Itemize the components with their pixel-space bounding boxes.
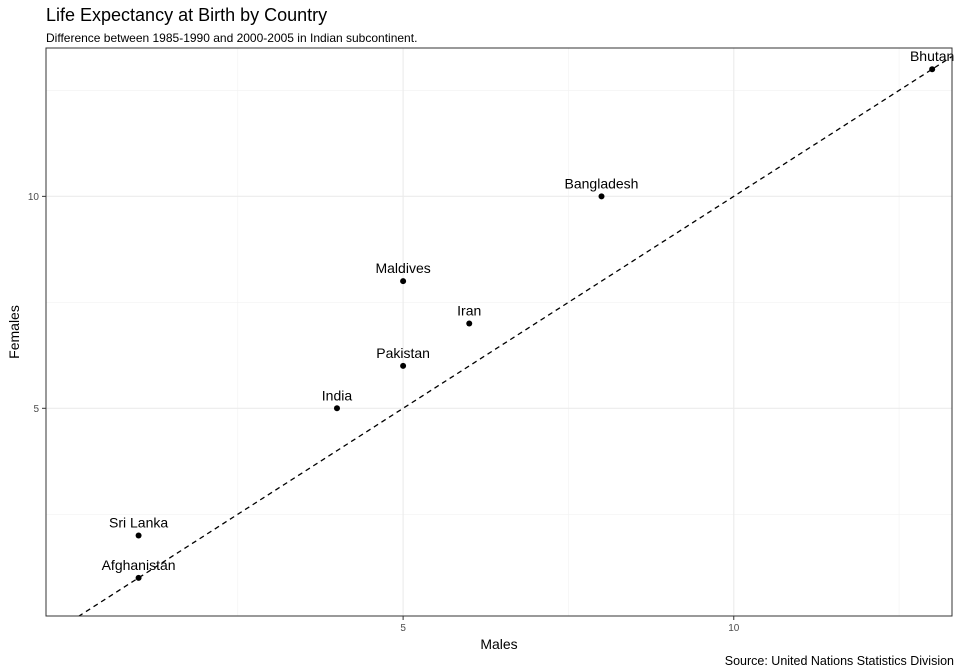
point-label: Sri Lanka — [109, 514, 168, 530]
data-point — [400, 278, 407, 285]
x-tick-label: 10 — [728, 623, 740, 634]
y-tick-label: 5 — [33, 404, 39, 415]
data-point — [333, 405, 340, 412]
point-label: Bhutan — [910, 48, 954, 64]
y-tick-label: 10 — [28, 192, 40, 203]
chart-title: Life Expectancy at Birth by Country — [46, 5, 328, 25]
point-label: India — [322, 387, 353, 403]
reference-line — [77, 55, 952, 616]
axes: 5 10 5 10 — [28, 192, 740, 634]
data-point — [135, 532, 142, 539]
data-point — [466, 320, 473, 327]
chart-caption: Source: United Nations Statistics Divisi… — [724, 654, 954, 668]
data-point — [135, 574, 142, 581]
data-points — [135, 66, 936, 581]
x-tick-label: 5 — [400, 623, 406, 634]
point-label: Bangladesh — [565, 175, 639, 191]
plot-panel-border — [45, 47, 953, 617]
point-labels: Afghanistan Sri Lanka India Pakistan Maldive… — [102, 48, 955, 573]
chart-subtitle: Difference between 1985-1990 and 2000-20… — [46, 31, 418, 45]
point-label: Afghanistan — [102, 557, 176, 573]
point-label: Pakistan — [376, 345, 430, 361]
x-axis-title: Males — [480, 636, 517, 652]
point-label: Iran — [457, 303, 481, 319]
data-point — [400, 362, 407, 369]
reference-line-group — [77, 55, 952, 616]
data-point — [929, 66, 936, 73]
grid-lines — [46, 48, 952, 616]
y-axis-title: Females — [6, 305, 22, 359]
plot-panel-background — [46, 48, 952, 616]
data-point — [598, 193, 605, 200]
point-label: Maldives — [375, 260, 430, 276]
